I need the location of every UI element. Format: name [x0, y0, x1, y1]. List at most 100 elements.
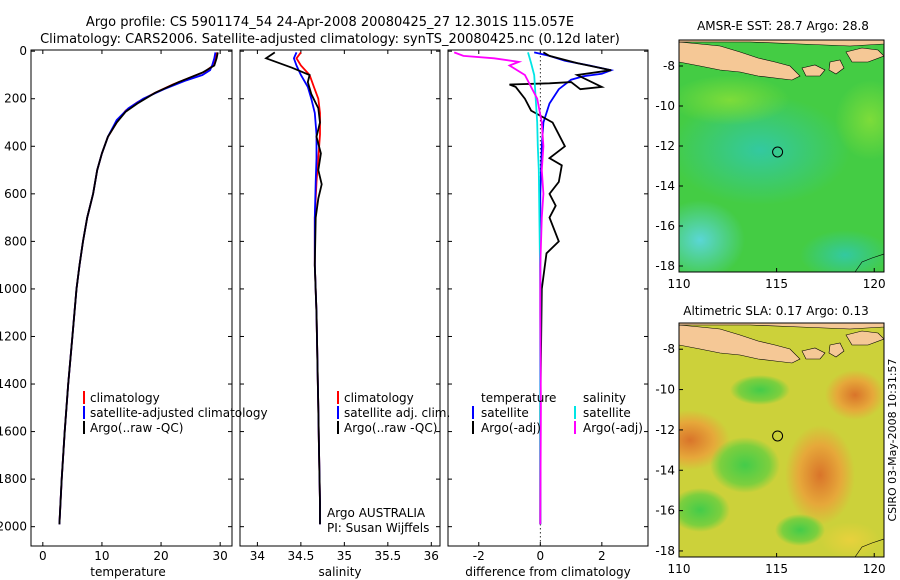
sumbawa-island [845, 330, 884, 346]
x-tick-label: 10 [94, 549, 109, 563]
salinity-profiles [264, 51, 323, 525]
series-line-temperature-argo-adj [509, 51, 612, 525]
sumbawa-island [845, 47, 884, 63]
y-tick-label: 400 [4, 139, 27, 153]
x-tick-label: 35 [337, 549, 352, 563]
float-owner-annotation: Argo AUSTRALIA [327, 506, 426, 520]
y-tick-label: -10 [655, 383, 675, 397]
y-tick-label: -16 [655, 504, 675, 518]
north-coastline [679, 40, 884, 47]
figure-title-line1: Argo profile: CS 5901174_54 24-Apr-2008 … [86, 15, 574, 30]
sla-map-panel: Altimetric SLA: 0.17 Argo: 0.13 110 115 12… [655, 304, 885, 576]
south-coastline [854, 538, 884, 557]
x-tick-label: 0 [536, 549, 544, 563]
difference-legend: temperature satellite Argo(-adj) salinit… [472, 391, 643, 435]
salinity-panel: 34 34.5 35 35.5 36 salinity climatology sate… [239, 49, 450, 579]
sst-lime-patch [835, 80, 884, 160]
difference-plot-frame [447, 49, 649, 547]
y-tick-label: -18 [655, 544, 675, 558]
y-tick-label: 1400 [0, 377, 27, 391]
sst-map-frame [678, 39, 885, 273]
x-tick-label: 36 [424, 549, 439, 563]
x-tick-label: 110 [668, 562, 691, 576]
y-tick-label: 1600 [0, 425, 27, 439]
series-line-temperature-satellite [533, 51, 615, 525]
y-tick-label: -14 [655, 179, 675, 193]
y-tick-label: -10 [655, 99, 675, 113]
series-line-climatology [58, 52, 219, 525]
sla-map-title: Altimetric SLA: 0.17 Argo: 0.13 [683, 304, 868, 318]
y-tick-label: 1000 [0, 282, 27, 296]
y-tick-label: 1200 [0, 329, 27, 343]
y-tick-label: -8 [663, 59, 675, 73]
bali-island [801, 64, 826, 77]
y-tick-label: 200 [4, 92, 27, 106]
y-tick-label: -12 [655, 423, 675, 437]
temperature-axis-ticks: 0 10 20 30 [39, 50, 228, 563]
salinity-plot-frame [239, 49, 441, 547]
x-tick-label: 30 [213, 549, 228, 563]
salinity-legend: climatology satellite adj. clim. Argo(..… [337, 391, 450, 435]
series-line-argo-raw-qc [264, 51, 323, 525]
legend-satellite-label: satellite adj. clim. [344, 406, 450, 420]
difference-axis-label: difference from climatology [465, 565, 631, 579]
lombok-island [828, 59, 845, 75]
legend-salinity-title: salinity [583, 391, 626, 405]
sla-field [679, 323, 884, 557]
south-coastline [854, 253, 884, 272]
temperature-axis-label: temperature [90, 565, 165, 579]
y-tick-label: -14 [655, 463, 675, 477]
sst-map-ticks: 110 115 120 -8 -10 -12 -14 -16 -18 [655, 59, 885, 291]
legend-temp-satellite-label: satellite [481, 406, 529, 420]
y-tick-label: -16 [655, 219, 675, 233]
sla-green-patch [710, 437, 780, 493]
sla-yellow-patch [820, 522, 880, 557]
x-tick-label: 110 [668, 277, 691, 291]
temperature-profiles [58, 52, 219, 525]
sla-map-ticks: 110 115 120 -8 -10 -12 -14 -16 -18 [655, 342, 885, 576]
x-tick-label: 120 [863, 277, 886, 291]
difference-axis-ticks: -2 0 2 [448, 50, 648, 563]
timestamp-caption: CSIRO 03-May-2008 10:31:57 [886, 358, 899, 521]
legend-argo-label: Argo(..raw -QC) [90, 421, 183, 435]
temperature-panel: 0 200 400 600 800 1000 1200 1400 1600 1800 2000 0 1… [0, 44, 268, 579]
sla-orange-patch [825, 370, 884, 420]
argo-position-marker [772, 430, 784, 442]
y-tick-label: 600 [4, 187, 27, 201]
series-line-satellite-adjusted-climatology [58, 52, 217, 525]
legend-climatology-label: climatology [90, 391, 160, 405]
sla-map-frame [678, 322, 885, 558]
lombok-island [828, 342, 845, 358]
depth-axis-ticks: 0 200 400 600 800 1000 1200 1400 1600 1800 2000 [0, 44, 232, 534]
legend-temperature-title: temperature [481, 391, 556, 405]
bali-island [801, 347, 826, 360]
y-tick-label: 1800 [0, 472, 27, 486]
x-tick-label: 120 [863, 562, 886, 576]
y-tick-label: -8 [663, 342, 675, 356]
y-tick-label: 800 [4, 234, 27, 248]
series-line-argo-raw-qc [58, 52, 219, 525]
x-tick-label: 34 [250, 549, 265, 563]
sst-cyan-patch [679, 200, 745, 272]
sst-lime-patch [679, 75, 790, 125]
sla-orange-patch [785, 425, 855, 525]
sla-green-patch [730, 375, 790, 405]
sla-green-patch [679, 488, 730, 532]
y-tick-label: 0 [19, 44, 27, 58]
temperature-legend: climatology satellite-adjusted climatolo… [83, 391, 268, 435]
legend-satellite-label: satellite-adjusted climatology [90, 406, 268, 420]
salinity-axis-ticks: 34 34.5 35 35.5 36 [240, 50, 440, 563]
figure-title-line2: Climatology: CARS2006. Satellite-adjuste… [40, 32, 620, 47]
legend-argo-label: Argo(..raw -QC) [344, 421, 437, 435]
sst-map-panel: AMSR-E SST: 28.7 Argo: 28.8 110 115 120 -8 -… [655, 19, 885, 291]
x-tick-label: 20 [153, 549, 168, 563]
legend-temp-argo-label: Argo(-adj) [481, 421, 541, 435]
legend-sal-argo-label: Argo(-adj) [583, 421, 643, 435]
java-coastline [679, 41, 801, 81]
x-tick-label: 0 [39, 549, 47, 563]
series-line-salinity-satellite [527, 52, 542, 525]
north-coastline [679, 323, 884, 330]
sla-green-patch [775, 514, 825, 546]
difference-panel: -2 0 2 difference from climatology tempera… [447, 49, 649, 579]
